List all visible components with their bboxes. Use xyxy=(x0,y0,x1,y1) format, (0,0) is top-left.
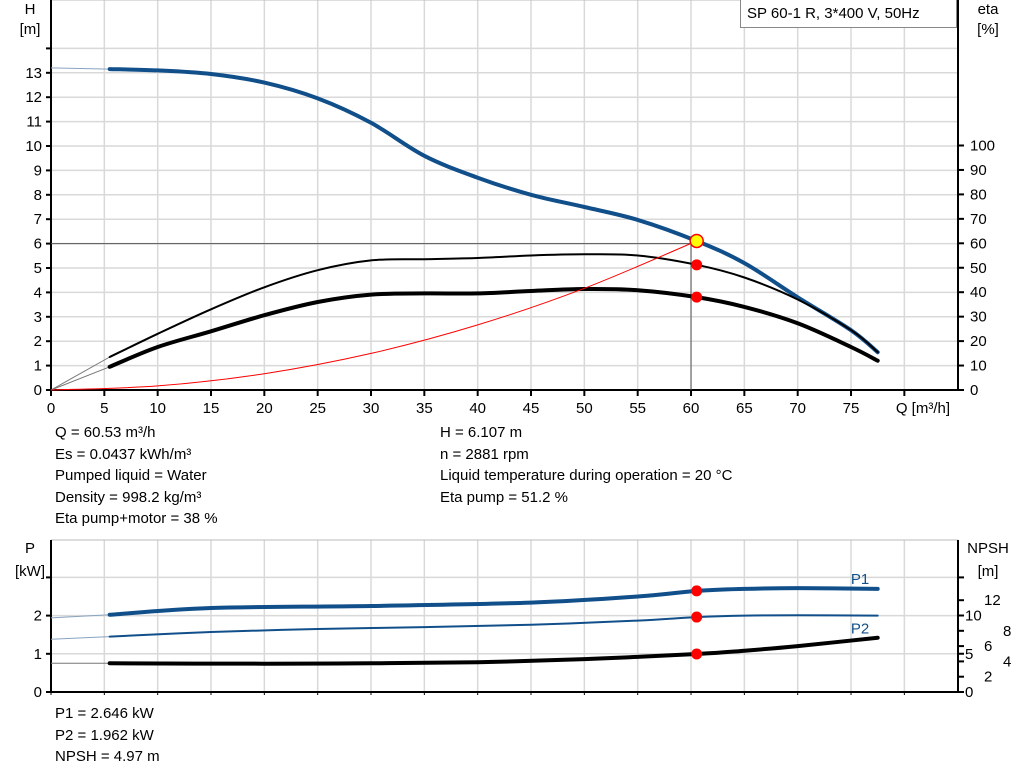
right-axis-tick-label: 5 xyxy=(965,646,973,663)
operating-point-marker xyxy=(691,611,703,623)
right-axis-unit: [m] xyxy=(978,563,999,580)
left-axis-tick-label: 7 xyxy=(34,211,42,228)
right-axis-tick-label: 12 xyxy=(984,592,1001,609)
left-axis-tick-label: 1 xyxy=(34,358,42,375)
x-axis-tick-label: 70 xyxy=(789,400,806,417)
series-line-0-3 xyxy=(50,240,697,391)
right-axis-tick-label: 90 xyxy=(970,162,987,179)
readout-line: P1 = 2.646 kW xyxy=(55,705,154,722)
readout-line: Density = 998.2 kg/m³ xyxy=(55,488,202,506)
left-axis-tick-label: 9 xyxy=(34,162,42,179)
series-line-1-1 xyxy=(108,614,879,638)
left-axis-unit: [kW] xyxy=(15,563,45,580)
readout-line: Pumped liquid = Water xyxy=(55,467,207,485)
operating-point-marker xyxy=(691,648,703,660)
series-extension-line xyxy=(50,636,110,640)
readout-line: Liquid temperature during operation = 20… xyxy=(440,467,733,485)
readout-line: H = 6.107 m xyxy=(440,424,523,441)
x-axis-tick-label: 50 xyxy=(576,400,593,417)
x-axis-tick-label: 55 xyxy=(629,400,646,417)
series-extension-line xyxy=(50,366,110,391)
left-axis-tick-label: 1 xyxy=(34,646,42,663)
operating-point-marker xyxy=(691,259,703,271)
left-axis-tick-label: 13 xyxy=(25,65,42,82)
x-axis-tick-label: 40 xyxy=(469,400,486,417)
left-axis-tick-label: 12 xyxy=(25,89,42,106)
left-axis-tick-label: 4 xyxy=(34,284,42,301)
readout-line: P2 = 1.962 kW xyxy=(55,726,154,744)
right-axis-tick-label: 80 xyxy=(970,186,987,203)
left-axis-tick-label: 0 xyxy=(34,684,42,701)
series-extension-line xyxy=(50,614,110,619)
operating-point-marker xyxy=(689,233,704,249)
series-line-0-2 xyxy=(107,286,880,369)
right-axis-tick-label: 0 xyxy=(970,382,978,399)
right-axis-tick-label: 10 xyxy=(970,358,987,375)
right-axis-tick-label: 100 xyxy=(970,138,995,155)
x-axis-tick-label: 65 xyxy=(736,400,753,417)
x-axis-tick-label: 10 xyxy=(149,400,166,417)
right-axis-tick-label: 40 xyxy=(970,284,987,301)
right-axis-tick-label: 8 xyxy=(1003,623,1011,640)
right-axis-tick-label: 20 xyxy=(970,333,987,350)
left-axis-unit: [m] xyxy=(20,21,41,38)
x-axis-tick-label: 30 xyxy=(363,400,380,417)
x-axis-tick-label: 45 xyxy=(523,400,540,417)
x-axis-tick-label: 20 xyxy=(256,400,273,417)
series-line-0-1 xyxy=(108,253,879,358)
left-axis-tick-label: 11 xyxy=(26,114,42,131)
left-axis-tick-label: 0 xyxy=(34,382,42,399)
readout-line: Q = 60.53 m³/h xyxy=(55,424,156,441)
right-axis-tick-label: 10 xyxy=(965,608,982,625)
left-axis-tick-label: 8 xyxy=(34,187,42,204)
right-axis-tick-label: 0 xyxy=(965,684,973,701)
series-line-1-2 xyxy=(107,635,880,666)
x-axis-tick-label: 60 xyxy=(683,400,700,417)
left-axis-tick-label: 2 xyxy=(34,333,42,350)
series-line-0-0 xyxy=(107,67,880,355)
series-extension-line xyxy=(50,356,110,391)
right-axis-unit: [%] xyxy=(977,21,999,38)
readout-line: Eta pump+motor = 38 % xyxy=(55,510,218,528)
x-axis-tick-label: 5 xyxy=(100,400,108,417)
left-axis-tick-label: 10 xyxy=(25,138,42,155)
right-axis-tick-label: 2 xyxy=(984,669,992,686)
right-axis-tick-label: 4 xyxy=(1003,653,1011,670)
left-axis-tick-label: 2 xyxy=(34,608,42,625)
x-axis-tick-label: 35 xyxy=(416,400,433,417)
left-axis-tick-label: 6 xyxy=(34,236,42,253)
readout-line: Es = 0.0437 kWh/m³ xyxy=(55,445,192,463)
readout-line: Eta pump = 51.2 % xyxy=(440,488,568,506)
right-axis-tick-label: 60 xyxy=(970,235,987,252)
x-axis-tick-label: 15 xyxy=(203,400,220,417)
operating-point-marker xyxy=(691,585,703,597)
x-axis-tick-label: 0 xyxy=(47,400,55,417)
series-extension-line xyxy=(50,67,110,70)
operating-point-marker xyxy=(691,291,703,303)
right-axis-tick-label: 6 xyxy=(984,638,992,655)
series-line-1-0 xyxy=(107,586,880,617)
series-label-p2: P2 xyxy=(851,621,869,638)
readout-line: NPSH = 4.97 m xyxy=(55,748,160,766)
right-axis-title: NPSH xyxy=(967,540,1009,557)
readout-line: n = 2881 rpm xyxy=(440,445,529,463)
left-axis-title: H xyxy=(25,1,36,18)
right-axis-tick-label: 70 xyxy=(970,211,987,228)
right-axis-tick-label: 30 xyxy=(970,309,987,326)
left-axis-tick-label: 3 xyxy=(34,309,42,326)
x-axis-title: Q [m³/h] xyxy=(896,400,950,417)
series-label-p1: P1 xyxy=(851,571,869,588)
x-axis-tick-label: 25 xyxy=(309,400,326,417)
chart-title: SP 60-1 R, 3*400 V, 50Hz xyxy=(740,0,957,28)
right-axis-tick-label: 50 xyxy=(970,260,987,277)
left-axis-tick-label: 5 xyxy=(34,260,42,277)
right-axis-title: eta xyxy=(978,1,1000,18)
x-axis-tick-label: 75 xyxy=(843,400,860,417)
left-axis-title: P xyxy=(25,540,35,557)
